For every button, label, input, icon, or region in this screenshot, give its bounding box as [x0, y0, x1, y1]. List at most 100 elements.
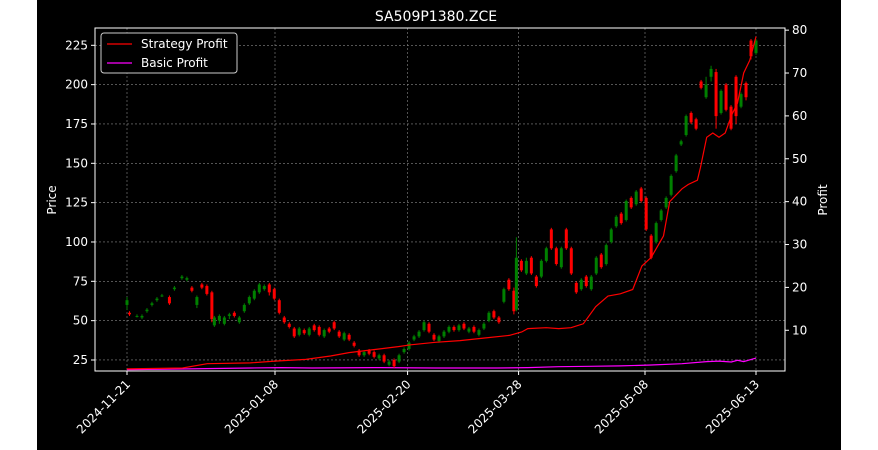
candle-body [524, 260, 528, 274]
candle-body [327, 328, 331, 332]
candle-body [512, 290, 516, 312]
candle-body [437, 336, 441, 342]
candle-body [312, 325, 316, 331]
candle-body [237, 317, 241, 323]
candle-body [589, 276, 593, 290]
candle-body [497, 317, 501, 323]
candle-body [514, 257, 518, 310]
candle-body [539, 260, 543, 277]
y-axis-left: 25 50 75 100 125 150 175 200 225 [65, 38, 95, 367]
candle-body [412, 336, 416, 340]
candle-body [549, 229, 553, 249]
candle-body [709, 68, 713, 77]
candle-body [704, 84, 708, 98]
candle-body [387, 361, 391, 365]
candles [125, 39, 758, 368]
candle-body [167, 297, 171, 304]
y-tick-label-left: 175 [65, 117, 88, 131]
candle-body [639, 188, 643, 202]
candle-body [292, 328, 296, 337]
candle-body [150, 303, 154, 305]
candle-body [205, 286, 209, 294]
candle-body [127, 312, 131, 315]
strategy-profit-line [126, 36, 757, 370]
y-tick-label-right: 50 [792, 152, 807, 166]
candle-body [462, 323, 466, 329]
candle-body [749, 40, 753, 57]
candle-body [402, 348, 406, 353]
y-tick-label-left: 150 [65, 156, 88, 170]
candle-body [447, 326, 451, 332]
candle-body [679, 141, 683, 145]
candle-body [502, 289, 506, 302]
y-tick-label-left: 25 [73, 353, 88, 367]
candle-body [594, 257, 598, 274]
y-tick-label-left: 225 [65, 38, 88, 52]
candle-body [584, 276, 588, 287]
candle-body [694, 119, 698, 129]
legend-label-strategy: Strategy Profit [141, 37, 228, 51]
candle-body [492, 311, 496, 318]
candle-body [452, 326, 456, 331]
candle-body [155, 298, 159, 301]
candle-body [724, 84, 728, 110]
candle-body [262, 286, 266, 290]
candle-body [644, 197, 648, 230]
candle-body [719, 90, 723, 113]
candle-body [634, 191, 638, 205]
candle-body [222, 317, 226, 324]
candle-body [619, 213, 623, 224]
candle-body [317, 326, 321, 335]
x-tick-label: 2025-06-13 [703, 377, 762, 436]
candle-body [362, 352, 366, 356]
candle-body [554, 248, 558, 265]
candle-body [287, 323, 291, 327]
candle-body [604, 245, 608, 265]
candle-body [377, 355, 381, 359]
y-tick-label-left: 100 [65, 235, 88, 249]
grid [95, 28, 785, 371]
y-axis-right: 10 20 30 40 50 60 70 80 [785, 23, 807, 337]
candle-body [180, 276, 184, 279]
candle-body [477, 330, 481, 335]
basic-profit-line [126, 357, 757, 371]
candle-body [507, 279, 511, 290]
x-tick-label: 2025-02-20 [354, 377, 413, 436]
candle-body [669, 175, 673, 195]
basic-profit-polyline [126, 357, 757, 371]
legend-label-basic: Basic Profit [141, 56, 208, 70]
candle-body [529, 257, 533, 274]
chart-svg: SA509P1380.ZCE 255075100125150175200225 … [45, 9, 830, 436]
candle-body [487, 312, 491, 321]
candle-body [172, 287, 176, 290]
candle-body [212, 317, 216, 326]
candle-body [227, 314, 231, 316]
y-axis-right-label: Profit [816, 184, 830, 216]
candle-body [472, 326, 476, 332]
candle-body [247, 297, 251, 304]
candle-body [417, 331, 421, 337]
legend: Strategy Profit Basic Profit [100, 32, 238, 74]
candle-body [744, 83, 748, 98]
x-tick-label: 2025-05-08 [592, 377, 651, 436]
candle-body [579, 279, 583, 290]
y-tick-label-right: 20 [792, 280, 807, 294]
candle-body [307, 328, 311, 335]
candle-body [297, 328, 301, 335]
candle-body [467, 328, 471, 332]
y-axis-left-label: Price [45, 185, 59, 214]
candle-body [277, 300, 281, 313]
candle-body [332, 322, 336, 329]
candle-body [135, 315, 139, 317]
candle-body [392, 359, 396, 367]
chart-title: SA509P1380.ZCE [375, 9, 497, 25]
candle-body [210, 292, 214, 320]
candle-body [382, 355, 386, 362]
candle-body [614, 216, 618, 227]
candle-body [689, 112, 693, 123]
y-tick-label-right: 70 [792, 66, 807, 80]
chart-canvas: SA509P1380.ZCE 25 50 75 100 125 150 175 200 225 … [37, 0, 841, 450]
candle-body [397, 355, 401, 362]
candle-body [125, 300, 129, 305]
candle-body [185, 278, 189, 280]
